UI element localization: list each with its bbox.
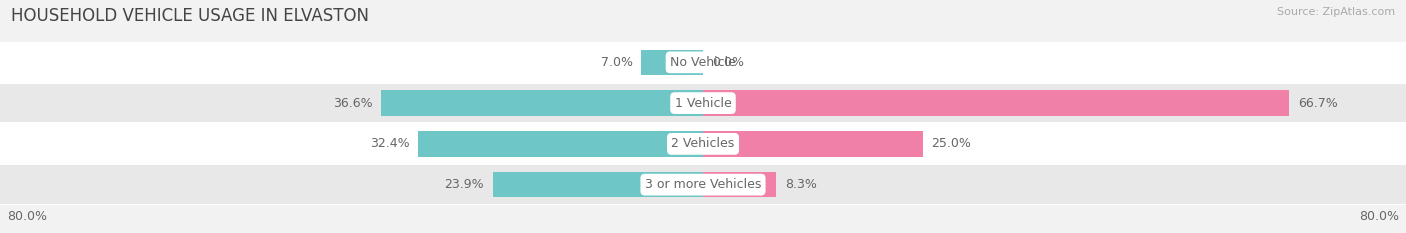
Text: Source: ZipAtlas.com: Source: ZipAtlas.com: [1277, 7, 1395, 17]
Bar: [703, 172, 776, 197]
Text: No Vehicle: No Vehicle: [671, 56, 735, 69]
Text: 23.9%: 23.9%: [444, 178, 484, 191]
Bar: [419, 131, 703, 157]
Bar: [703, 131, 922, 157]
Text: 80.0%: 80.0%: [1360, 210, 1399, 223]
Bar: [0, 164, 1406, 205]
Bar: [0, 42, 1406, 83]
Text: HOUSEHOLD VEHICLE USAGE IN ELVASTON: HOUSEHOLD VEHICLE USAGE IN ELVASTON: [11, 7, 370, 25]
Text: 0.0%: 0.0%: [711, 56, 744, 69]
Bar: [0, 123, 1406, 164]
Text: 7.0%: 7.0%: [600, 56, 633, 69]
Text: 25.0%: 25.0%: [932, 137, 972, 150]
Bar: [0, 83, 1406, 123]
Text: 1 Vehicle: 1 Vehicle: [675, 97, 731, 110]
Text: 2 Vehicles: 2 Vehicles: [672, 137, 734, 150]
Text: 80.0%: 80.0%: [7, 210, 46, 223]
Bar: [494, 172, 703, 197]
Text: 36.6%: 36.6%: [333, 97, 373, 110]
Text: 32.4%: 32.4%: [370, 137, 409, 150]
Text: 8.3%: 8.3%: [785, 178, 817, 191]
Bar: [381, 90, 703, 116]
Text: 3 or more Vehicles: 3 or more Vehicles: [645, 178, 761, 191]
Text: 66.7%: 66.7%: [1298, 97, 1337, 110]
Bar: [703, 90, 1289, 116]
Bar: [641, 50, 703, 75]
